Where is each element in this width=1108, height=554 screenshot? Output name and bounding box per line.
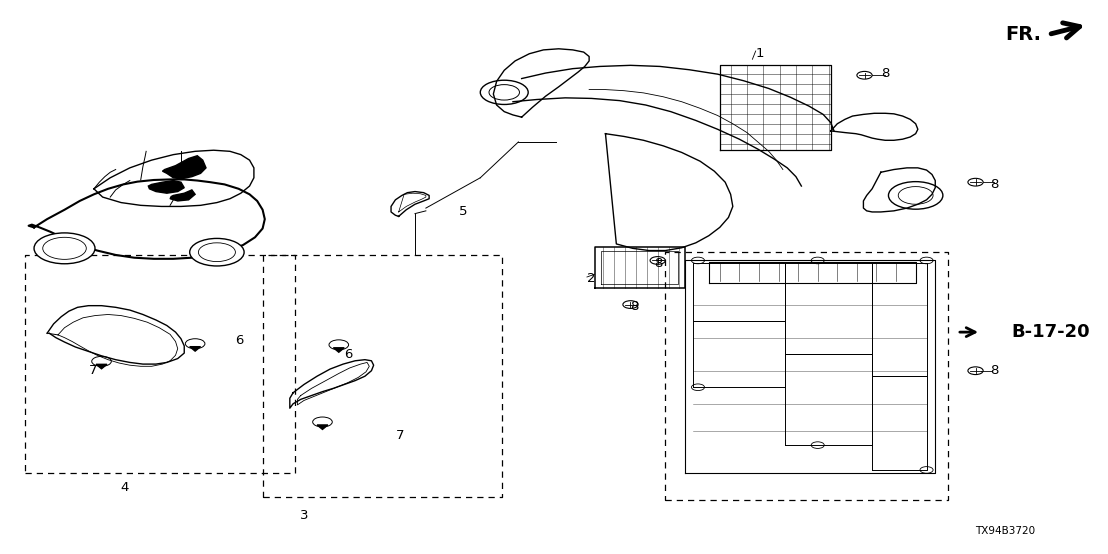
Text: B-17-20: B-17-20 [1012, 323, 1090, 341]
Polygon shape [189, 347, 201, 351]
Circle shape [920, 257, 933, 264]
Circle shape [889, 182, 943, 209]
Polygon shape [148, 181, 184, 193]
Polygon shape [96, 365, 107, 369]
Circle shape [480, 80, 529, 105]
Text: 1: 1 [756, 47, 765, 60]
Polygon shape [171, 190, 195, 201]
Text: 7: 7 [89, 364, 98, 377]
Polygon shape [163, 156, 206, 179]
Text: 2: 2 [587, 271, 595, 285]
Text: 5: 5 [459, 206, 468, 218]
Circle shape [43, 237, 86, 259]
Polygon shape [334, 348, 345, 352]
Circle shape [312, 417, 332, 427]
Circle shape [691, 384, 705, 391]
Text: 3: 3 [300, 509, 308, 521]
Circle shape [811, 442, 824, 448]
Circle shape [92, 356, 111, 366]
Circle shape [968, 178, 983, 186]
Text: 8: 8 [655, 257, 663, 270]
Circle shape [198, 243, 235, 261]
Text: 8: 8 [989, 364, 998, 377]
Circle shape [189, 238, 244, 266]
Text: 6: 6 [235, 334, 244, 347]
Polygon shape [317, 425, 328, 429]
Circle shape [968, 367, 983, 375]
Circle shape [650, 257, 665, 264]
Text: 7: 7 [396, 429, 404, 442]
Text: 8: 8 [881, 66, 890, 80]
Circle shape [856, 71, 872, 79]
Text: TX94B3720: TX94B3720 [975, 526, 1035, 536]
Circle shape [811, 257, 824, 264]
Text: 4: 4 [120, 481, 129, 494]
Circle shape [329, 340, 349, 350]
Text: FR.: FR. [1005, 25, 1040, 44]
Circle shape [185, 338, 205, 348]
Circle shape [920, 466, 933, 473]
Circle shape [623, 301, 638, 309]
Circle shape [899, 187, 933, 204]
Text: 8: 8 [630, 300, 639, 312]
Text: 8: 8 [989, 178, 998, 191]
Circle shape [489, 85, 520, 100]
Text: 6: 6 [345, 348, 352, 361]
Circle shape [34, 233, 95, 264]
Circle shape [691, 257, 705, 264]
